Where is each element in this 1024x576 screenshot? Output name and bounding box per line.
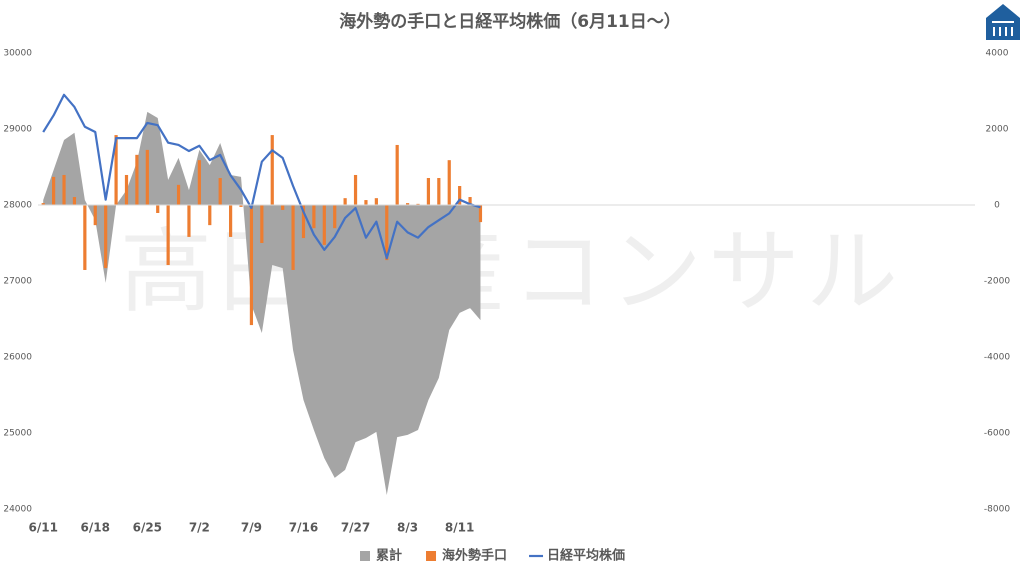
bar	[197, 160, 201, 205]
bar	[385, 205, 389, 261]
bar	[249, 205, 254, 326]
bar	[291, 205, 295, 270]
x-tick-label: 6/18	[81, 521, 110, 535]
area	[43, 111, 481, 495]
bar	[281, 205, 285, 210]
bar	[114, 135, 118, 205]
y-tick-label: 26000	[3, 353, 32, 363]
x-tick-label: 7/16	[289, 521, 318, 535]
y2-tick-label: 0	[994, 201, 1000, 211]
x-tick-label: 7/27	[341, 521, 370, 535]
y-tick-label: 27000	[3, 277, 32, 287]
bar	[270, 135, 274, 205]
bar	[176, 184, 181, 205]
bar	[364, 200, 368, 205]
logo-lines	[992, 21, 1014, 36]
bar	[416, 203, 420, 205]
y2-tick-label: -2000	[984, 277, 1010, 287]
y2-tick-label: -4000	[984, 353, 1010, 363]
bar	[93, 205, 97, 226]
legend-swatch	[426, 551, 437, 561]
x-tick-label: 6/11	[28, 521, 57, 535]
bar	[124, 174, 129, 205]
y-tick-label: 25000	[3, 429, 32, 439]
y2-tick-label: -8000	[984, 505, 1010, 515]
bar	[395, 144, 399, 205]
x-tick-label: 7/9	[241, 521, 262, 535]
bar	[135, 154, 139, 205]
bar	[218, 178, 222, 205]
legend-label: 海外勢手口	[442, 548, 507, 564]
bar	[343, 198, 347, 205]
y-tick-label: 24000	[3, 505, 32, 515]
bar	[458, 186, 462, 205]
line	[42, 93, 481, 260]
bar	[312, 205, 316, 229]
bar	[405, 203, 410, 205]
bar	[229, 205, 233, 237]
bar	[156, 205, 160, 213]
y-tick-label: 28000	[3, 201, 32, 211]
bar	[301, 205, 306, 239]
bar	[478, 205, 483, 223]
legend-label: 累計	[376, 548, 402, 564]
bar	[333, 205, 337, 229]
bar	[72, 197, 77, 205]
bar	[41, 203, 45, 205]
bar	[208, 205, 212, 226]
y2-tick-label: -6000	[984, 429, 1010, 439]
x-tick-label: 6/25	[133, 521, 162, 535]
bar	[104, 205, 108, 269]
y2-tick-label: 4000	[986, 49, 1009, 59]
bar	[260, 205, 264, 243]
y-tick-label: 30000	[3, 49, 32, 59]
chart-title: 海外勢の手口と日経平均株価（6月11日〜）	[339, 11, 681, 32]
bar	[83, 205, 87, 270]
x-tick-label: 7/2	[189, 521, 210, 535]
logo	[986, 4, 1020, 40]
bar	[322, 205, 326, 245]
legend-swatch	[360, 551, 370, 561]
bar	[437, 178, 441, 205]
watermark: 高田資産コンサル	[120, 218, 904, 325]
legend-label: 日経平均株価	[547, 548, 625, 564]
bar	[145, 149, 149, 205]
bar	[447, 160, 451, 205]
bar	[468, 197, 472, 205]
bar	[374, 198, 378, 205]
x-tick-label: 8/11	[445, 521, 474, 535]
y-tick-label: 29000	[3, 125, 32, 135]
bar	[62, 174, 66, 205]
x-tick-label: 8/3	[397, 521, 418, 535]
bar	[166, 205, 170, 266]
bar	[187, 205, 191, 237]
bar	[353, 174, 358, 205]
bar	[426, 178, 431, 205]
y2-tick-label: 2000	[986, 125, 1009, 135]
bar	[239, 205, 243, 207]
bar	[52, 176, 56, 205]
